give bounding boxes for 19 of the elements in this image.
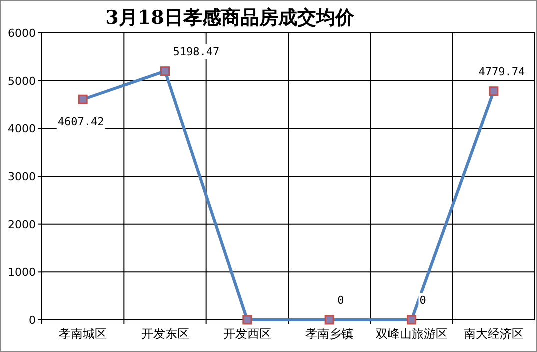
- data-label: 4779.74: [478, 65, 526, 78]
- data-label: 5198.47: [173, 45, 220, 58]
- y-tick-label: 3000: [8, 170, 36, 184]
- data-label: 4607.42: [58, 116, 104, 129]
- data-label: 0: [420, 294, 426, 307]
- x-tick-label: 双峰山旅游区: [376, 327, 448, 341]
- y-tick-label: 2000: [8, 218, 36, 232]
- x-tick-label: 开发西区: [223, 327, 272, 341]
- x-tick-label: 开发东区: [141, 327, 190, 341]
- x-tick-label: 孝南城区: [59, 327, 108, 341]
- y-tick-label: 4000: [8, 122, 36, 136]
- y-tick-label: 1000: [8, 266, 36, 280]
- x-tick-label: 南大经济区: [464, 327, 524, 341]
- data-label: 0: [338, 294, 344, 307]
- y-tick-label: 6000: [8, 27, 36, 40]
- title: 3月18日孝感商品房成交均价: [106, 7, 354, 29]
- y-tick-label: 0: [29, 314, 36, 327]
- x-tick-label: 孝南乡镇: [306, 327, 354, 341]
- y-tick-label: 5000: [8, 74, 36, 88]
